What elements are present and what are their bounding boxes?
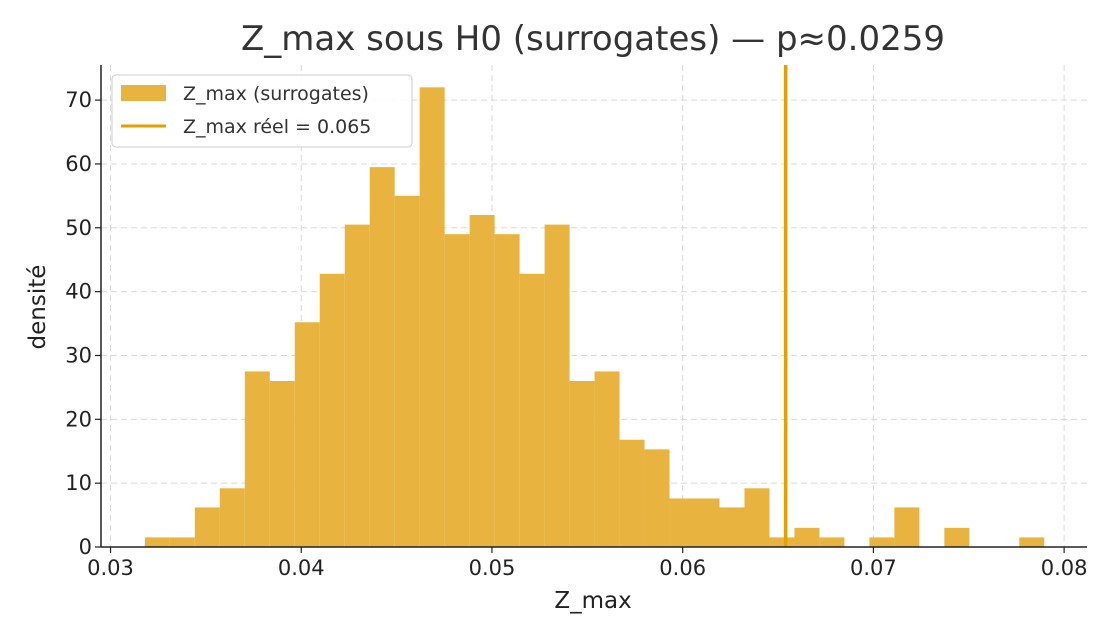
histogram-bar xyxy=(344,224,370,547)
x-tick-label: 0.07 xyxy=(850,556,897,580)
histogram-bar xyxy=(444,234,470,547)
x-tick-label: 0.05 xyxy=(469,556,516,580)
histogram-bar xyxy=(619,439,645,547)
histogram-bar xyxy=(544,224,570,547)
histogram-bar xyxy=(244,371,270,547)
histogram-bar xyxy=(519,273,545,547)
legend-frame xyxy=(111,74,413,148)
y-tick-label: 10 xyxy=(65,471,92,495)
histogram-bar xyxy=(594,371,620,547)
y-tick-label: 50 xyxy=(65,216,92,240)
histogram-bar xyxy=(169,537,195,547)
grid xyxy=(101,65,1087,547)
histogram-bar xyxy=(819,537,845,547)
x-tick-label: 0.06 xyxy=(659,556,706,580)
y-axis-ticks: 0 10 20 30 40 50 60 70 xyxy=(65,88,101,559)
x-tick-label: 0.04 xyxy=(278,556,325,580)
histogram-bar xyxy=(494,234,520,547)
histogram-bar xyxy=(794,527,820,547)
histogram-bar xyxy=(644,449,670,547)
legend: Z_max (surrogates) Z_max réel = 0.065 xyxy=(111,74,413,148)
histogram-bar xyxy=(719,507,745,547)
histogram-bar xyxy=(219,488,245,547)
y-tick-label: 70 xyxy=(65,88,92,112)
histogram-bar xyxy=(194,507,220,547)
histogram-bar xyxy=(269,381,295,547)
histogram-bar xyxy=(319,273,345,547)
histogram-bar xyxy=(469,215,495,547)
x-axis-ticks: 0.03 0.04 0.05 0.06 0.07 0.08 xyxy=(87,547,1087,580)
histogram-bar xyxy=(894,507,920,547)
histogram-bar xyxy=(369,167,395,547)
y-tick-label: 30 xyxy=(65,343,92,367)
histogram-bar xyxy=(144,537,170,547)
legend-label-reference-line: Z_max réel = 0.065 xyxy=(183,116,371,138)
y-tick-label: 20 xyxy=(65,407,92,431)
histogram-bar xyxy=(294,322,320,547)
histogram-bar xyxy=(694,498,720,547)
histogram-bar xyxy=(744,488,770,547)
histogram-bar xyxy=(394,195,420,547)
legend-label-histogram: Z_max (surrogates) xyxy=(183,83,369,105)
histogram-bar xyxy=(869,537,895,547)
y-axis-label: densité xyxy=(25,265,51,350)
histogram-bar xyxy=(944,527,970,547)
x-axis-label: Z_max xyxy=(554,588,631,614)
y-tick-label: 0 xyxy=(79,535,92,559)
histogram-bars xyxy=(144,87,1045,548)
legend-swatch-histogram xyxy=(121,85,166,101)
histogram-bar xyxy=(669,498,695,547)
histogram-bar xyxy=(569,381,595,547)
histogram-bar xyxy=(419,87,445,548)
histogram-bar xyxy=(769,537,795,547)
y-tick-label: 40 xyxy=(65,280,92,304)
x-tick-label: 0.08 xyxy=(1041,556,1088,580)
y-tick-label: 60 xyxy=(65,152,92,176)
histogram-bar xyxy=(1019,537,1045,547)
chart-title: Z_max sous H0 (surrogates) — p≈0.0259 xyxy=(241,19,945,59)
x-tick-label: 0.03 xyxy=(87,556,134,580)
